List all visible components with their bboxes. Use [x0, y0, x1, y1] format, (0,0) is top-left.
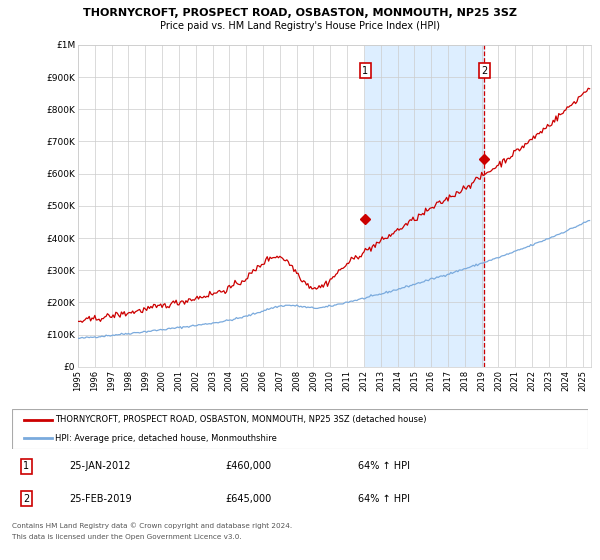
Text: Contains HM Land Registry data © Crown copyright and database right 2024.: Contains HM Land Registry data © Crown c… — [12, 522, 292, 529]
Bar — [365, 45, 484, 367]
Text: 1: 1 — [23, 461, 29, 472]
Text: THORNYCROFT, PROSPECT ROAD, OSBASTON, MONMOUTH, NP25 3SZ (detached house): THORNYCROFT, PROSPECT ROAD, OSBASTON, MO… — [55, 415, 427, 424]
Text: 25-JAN-2012: 25-JAN-2012 — [70, 461, 131, 472]
Text: 2: 2 — [481, 66, 487, 76]
Text: HPI: Average price, detached house, Monmouthshire: HPI: Average price, detached house, Monm… — [55, 434, 277, 443]
Text: 2: 2 — [23, 494, 29, 503]
Text: £460,000: £460,000 — [225, 461, 271, 472]
Text: 64% ↑ HPI: 64% ↑ HPI — [358, 494, 410, 503]
Text: 1: 1 — [362, 66, 368, 76]
Text: THORNYCROFT, PROSPECT ROAD, OSBASTON, MONMOUTH, NP25 3SZ: THORNYCROFT, PROSPECT ROAD, OSBASTON, MO… — [83, 8, 517, 18]
Text: 25-FEB-2019: 25-FEB-2019 — [70, 494, 132, 503]
Text: 64% ↑ HPI: 64% ↑ HPI — [358, 461, 410, 472]
Text: £645,000: £645,000 — [225, 494, 271, 503]
Text: This data is licensed under the Open Government Licence v3.0.: This data is licensed under the Open Gov… — [12, 534, 242, 540]
Text: Price paid vs. HM Land Registry's House Price Index (HPI): Price paid vs. HM Land Registry's House … — [160, 21, 440, 31]
